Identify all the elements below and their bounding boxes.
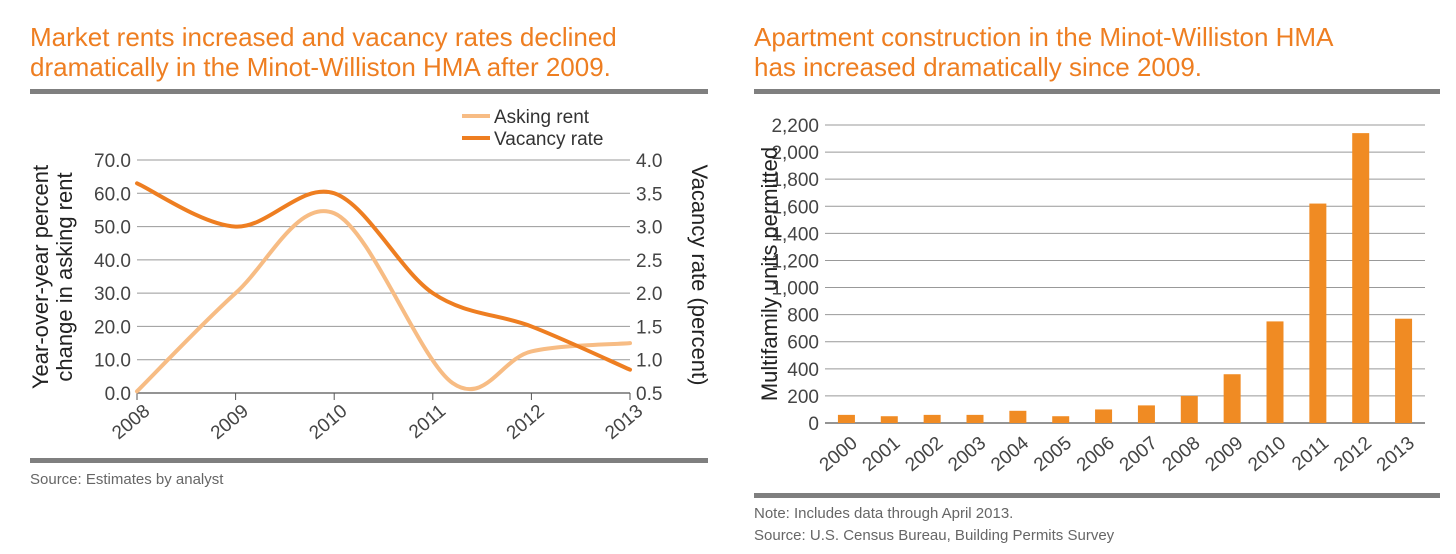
bar-y-tick-label: 1,600 (771, 197, 819, 218)
bar-2008 (1180, 395, 1198, 423)
left-y-tick-label: 60.0 (94, 184, 131, 205)
bar-2003 (966, 414, 984, 423)
bar-2005 (1052, 416, 1070, 423)
right-y-tick-label: 4.0 (636, 151, 662, 172)
left-x-tick-label: 2013 (601, 401, 647, 444)
left-x-tick-label: 2012 (503, 401, 549, 444)
bar-x-tick-label: 2012 (1330, 433, 1376, 476)
bar-2000 (837, 414, 855, 423)
right-title-line-2: has increased dramatically since 2009. (754, 52, 1203, 82)
left-y-tick-label: 30.0 (94, 284, 131, 305)
bar-2013 (1395, 318, 1413, 423)
right-y-tick-label: 1.5 (636, 317, 662, 338)
legend-label: Asking rent (494, 107, 590, 128)
bar-x-tick-label: 2007 (1116, 433, 1162, 476)
left-y-axis-title-line: Year-over-year percent (28, 165, 53, 389)
bar-x-tick-label: 2005 (1030, 433, 1076, 476)
bar-2006 (1095, 409, 1113, 423)
right-y-axis-title: Vacancy rate (percent) (687, 165, 712, 386)
bar-y-tick-label: 800 (787, 306, 819, 327)
bar-y-tick-label: 1,800 (771, 170, 819, 191)
bar-y-axis-title: Multifamily units permitted (757, 147, 782, 401)
bar-x-tick-label: 2011 (1288, 433, 1333, 475)
bar-2002 (923, 414, 941, 423)
right-bottom-rule (754, 493, 1440, 498)
bar-x-tick-label: 2008 (1159, 433, 1205, 476)
series-line-asking-rent (135, 209, 632, 394)
bar-y-tick-label: 400 (787, 360, 819, 381)
left-bottom-rule (30, 458, 708, 463)
bar-y-tick-label: 1,200 (771, 251, 819, 272)
right-chart-title: Apartment construction in the Minot-Will… (754, 22, 1333, 82)
bar-x-tick-label: 2001 (859, 433, 905, 476)
bar-2012 (1352, 133, 1370, 424)
left-top-rule (30, 89, 708, 94)
bar-2007 (1137, 405, 1155, 423)
bar-2004 (1009, 410, 1027, 423)
right-note: Note: Includes data through April 2013. (754, 505, 1014, 522)
bar-y-tick-label: 1,400 (771, 224, 819, 245)
right-y-tick-label: 2.0 (636, 284, 662, 305)
bar-2009 (1223, 374, 1241, 423)
right-top-rule (754, 89, 1440, 94)
bar-2001 (880, 416, 898, 423)
bar-x-tick-label: 2009 (1201, 433, 1247, 476)
bar-x-tick-label: 2002 (901, 433, 947, 476)
left-y-tick-label: 50.0 (94, 218, 131, 239)
bar-x-tick-label: 2006 (1073, 433, 1119, 476)
left-y-axis-title-line: change in asking rent (52, 172, 77, 381)
left-chart-title: Market rents increased and vacancy rates… (30, 22, 617, 82)
left-y-tick-label: 70.0 (94, 151, 131, 172)
right-y-tick-label: 2.5 (636, 251, 662, 272)
bar-y-tick-label: 600 (787, 333, 819, 354)
bar-x-tick-label: 2003 (944, 433, 990, 476)
bar-x-tick-label: 2010 (1244, 433, 1290, 476)
left-y-tick-label: 10.0 (94, 351, 131, 372)
left-title-line-1: Market rents increased and vacancy rates… (30, 22, 617, 52)
bar-2011 (1309, 203, 1327, 423)
legend-label: Vacancy rate (494, 129, 603, 150)
left-y-tick-label: 40.0 (94, 251, 131, 272)
left-x-tick-label: 2011 (405, 401, 450, 443)
bar-y-tick-label: 0 (808, 414, 819, 435)
right-y-tick-label: 0.5 (636, 384, 662, 405)
left-x-tick-label: 2008 (108, 401, 154, 444)
left-y-axis-title: Year-over-year percentchange in asking r… (28, 165, 77, 389)
left-y-tick-label: 20.0 (94, 317, 131, 338)
bar-x-tick-label: 2004 (987, 432, 1033, 476)
bar-y-tick-label: 2,000 (771, 143, 819, 164)
bar-y-tick-label: 200 (787, 387, 819, 408)
left-title-line-2: dramatically in the Minot-Williston HMA … (30, 52, 611, 82)
right-y-tick-label: 3.0 (636, 218, 662, 239)
bar-x-tick-label: 2013 (1373, 433, 1419, 476)
right-title-line-1: Apartment construction in the Minot-Will… (754, 22, 1334, 52)
bar-2010 (1266, 321, 1284, 423)
right-source-note: Source: U.S. Census Bureau, Building Per… (754, 527, 1115, 544)
left-x-tick-label: 2010 (306, 401, 352, 444)
right-y-tick-label: 1.0 (636, 351, 662, 372)
left-y-tick-label: 0.0 (105, 384, 131, 405)
left-source-note: Source: Estimates by analyst (30, 471, 224, 488)
bar-y-tick-label: 1,000 (771, 279, 819, 300)
bar-x-tick-label: 2000 (816, 433, 862, 476)
right-y-tick-label: 3.5 (636, 184, 662, 205)
bar-y-tick-label: 2,200 (771, 116, 819, 137)
left-x-tick-label: 2009 (207, 401, 253, 444)
series-line-vacancy-rate (135, 181, 632, 372)
